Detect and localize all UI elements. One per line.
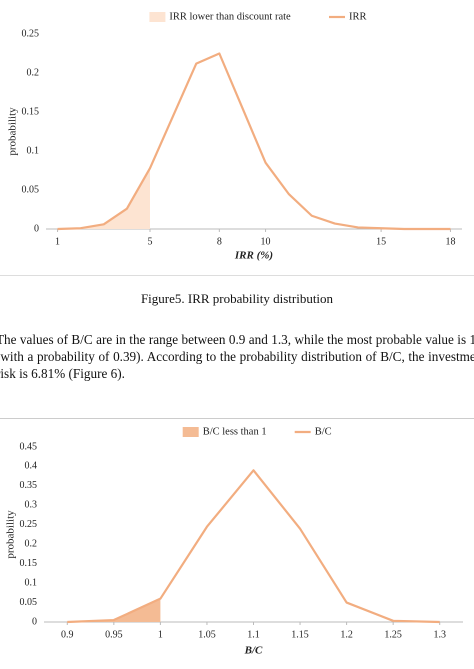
legend: IRR lower than discount rate IRR	[149, 11, 367, 22]
legend-label: B/C	[315, 426, 332, 437]
legend-swatch	[149, 12, 166, 22]
legend-label: B/C less than 1	[203, 426, 267, 437]
line	[67, 469, 440, 624]
chart: 0 0.05 0.1 0.15 0.2 0.25 0.3 0.35 0.4 0.45 0.9 0.95…	[5, 426, 463, 657]
x-tick-label: 1.15	[291, 629, 309, 640]
y-tick-label: 0.1	[25, 577, 38, 588]
frame-top	[0, 418, 474, 419]
x-tick-label: 1.05	[198, 629, 216, 640]
y-tick-label: 0.3	[25, 500, 38, 511]
text-line: risk is 6.81% (Figure 6).	[0, 366, 125, 381]
line	[57, 52, 451, 231]
y-axis-title: probability	[7, 107, 19, 156]
y-tick-label: 0.15	[20, 558, 38, 569]
y-tick-label: 0.4	[25, 461, 38, 472]
y-tick-label: 0.1	[27, 145, 40, 156]
y-tick-label: 0.05	[20, 597, 38, 608]
y-tick-label: 0.35	[20, 480, 38, 491]
text-line: (with a probability of 0.39). According …	[0, 349, 474, 364]
y-tick-label: 0	[32, 616, 37, 627]
x-axis-title: B/C	[244, 645, 263, 657]
x-tick-label: 1.2	[340, 629, 353, 640]
caption: Figure5. IRR probability distribution	[140, 291, 334, 306]
x-tick-label: 1	[55, 236, 60, 247]
x-tick-label: 1.1	[247, 629, 260, 640]
y-tick-label: 0.05	[22, 184, 40, 195]
x-tick-label: 1.25	[384, 629, 402, 640]
x-tick-label: 10	[261, 236, 271, 247]
divider	[0, 275, 474, 276]
x-tick-label: 18	[445, 236, 455, 247]
x-tick-label: 1.3	[433, 629, 446, 640]
area	[67, 598, 161, 622]
y-tick-label: 0.2	[25, 539, 38, 550]
y-tick-label: 0.25	[22, 28, 40, 39]
paragraph: The values of B/C are in the range betwe…	[0, 331, 474, 382]
x-tick-label: 15	[376, 236, 386, 247]
x-axis-title: IRR (%)	[234, 250, 273, 262]
x-tick-label: 0.95	[105, 629, 123, 640]
legend-swatch	[182, 427, 199, 437]
legend-label: IRR	[349, 11, 367, 22]
text-line: The values of B/C are in the range betwe…	[0, 332, 474, 347]
y-tick-label: 0.2	[27, 67, 40, 78]
legend-label: IRR lower than discount rate	[169, 11, 291, 22]
legend: B/C less than 1 B/C	[182, 426, 332, 437]
y-tick-label: 0.25	[20, 519, 38, 530]
y-tick-label: 0.15	[22, 106, 40, 117]
x-tick-label: 8	[217, 236, 222, 247]
x-tick-label: 0.9	[61, 629, 74, 640]
x-tick-label: 5	[148, 236, 153, 247]
y-tick-label: 0.45	[20, 441, 38, 452]
area	[57, 168, 150, 229]
y-tick-label: 0	[34, 223, 39, 234]
y-axis-title: probability	[5, 510, 17, 559]
x-tick-label: 1	[158, 629, 163, 640]
